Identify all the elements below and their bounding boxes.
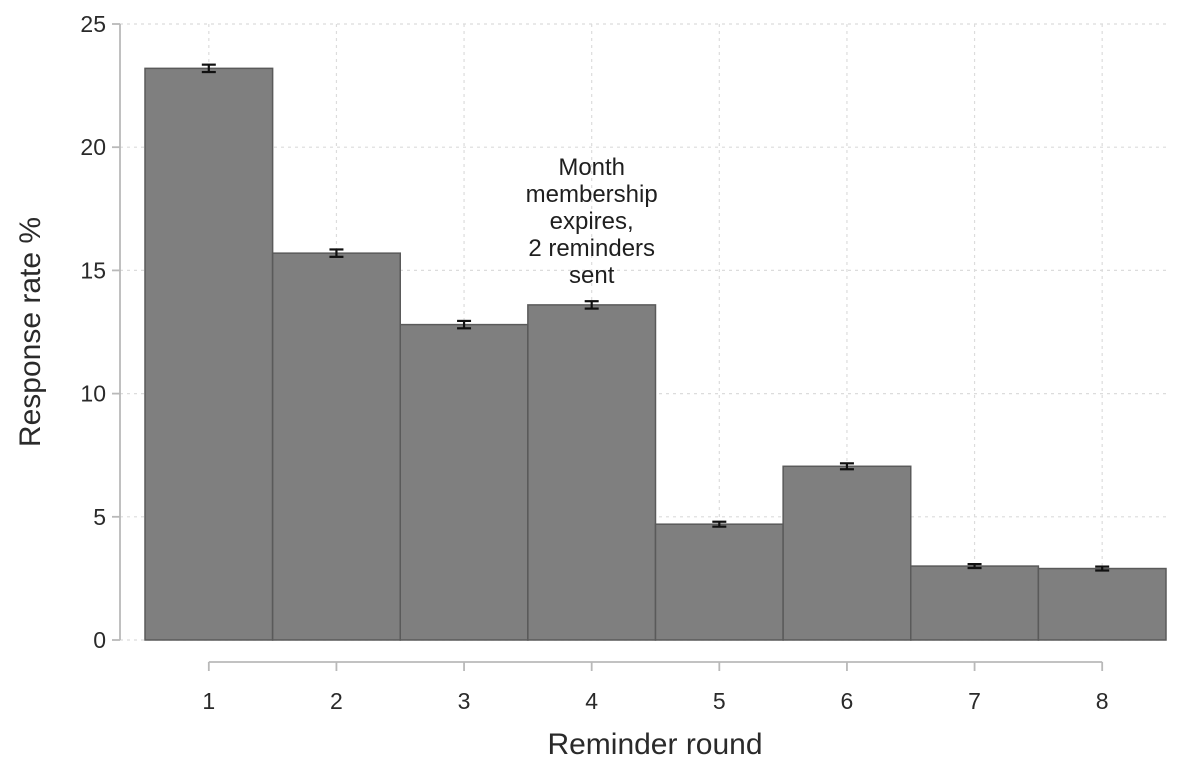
x-tick-label: 3 (458, 688, 471, 714)
error-bars-layer (201, 63, 1110, 572)
annotation-line: Month (558, 154, 625, 181)
x-tick-label: 6 (841, 688, 854, 714)
x-tick-label: 5 (713, 688, 726, 714)
error-bar-round-5 (712, 520, 727, 528)
y-tick-label: 15 (80, 257, 106, 283)
x-tick-label: 7 (968, 688, 981, 714)
error-bar-round-7 (967, 563, 982, 570)
bar-round-4 (527, 304, 657, 641)
annotation-line: expires, (550, 208, 634, 235)
bar-round-6 (782, 465, 912, 641)
x-tick-label: 1 (202, 688, 215, 714)
x-axis-title: Reminder round (547, 728, 762, 761)
axes-layer (112, 23, 1104, 671)
y-tick-label: 25 (80, 11, 106, 37)
bar-round-1 (144, 67, 274, 641)
error-bar-round-2 (329, 248, 344, 258)
x-tick-label: 4 (585, 688, 598, 714)
y-tick-label: 10 (80, 381, 106, 407)
x-tick-label: 2 (330, 688, 343, 714)
bar-round-5 (654, 523, 784, 641)
annotation-line: membership (526, 181, 658, 208)
bar-round-3 (399, 323, 529, 641)
error-bar-round-4 (584, 300, 599, 310)
labels-layer: 0 5 10 15 20 25 1 2 3 4 5 6 7 8 (80, 11, 1108, 714)
error-bar-round-6 (839, 462, 854, 471)
error-bar-round-3 (457, 319, 472, 330)
error-bar-round-1 (201, 63, 216, 74)
bars-layer (144, 67, 1167, 641)
y-tick-label: 20 (80, 134, 106, 160)
y-axis-title: Response rate % (14, 217, 47, 447)
bar-round-8 (1037, 567, 1167, 641)
bar-round-2 (271, 252, 401, 641)
y-tick-label: 0 (93, 627, 106, 653)
y-tick-label: 5 (93, 504, 106, 530)
bar-round-7 (910, 565, 1040, 641)
x-tick-label: 8 (1096, 688, 1109, 714)
annotation-line: 2 reminders (528, 235, 655, 262)
annotation-line: sent (569, 262, 615, 289)
error-bar-round-8 (1095, 565, 1110, 572)
